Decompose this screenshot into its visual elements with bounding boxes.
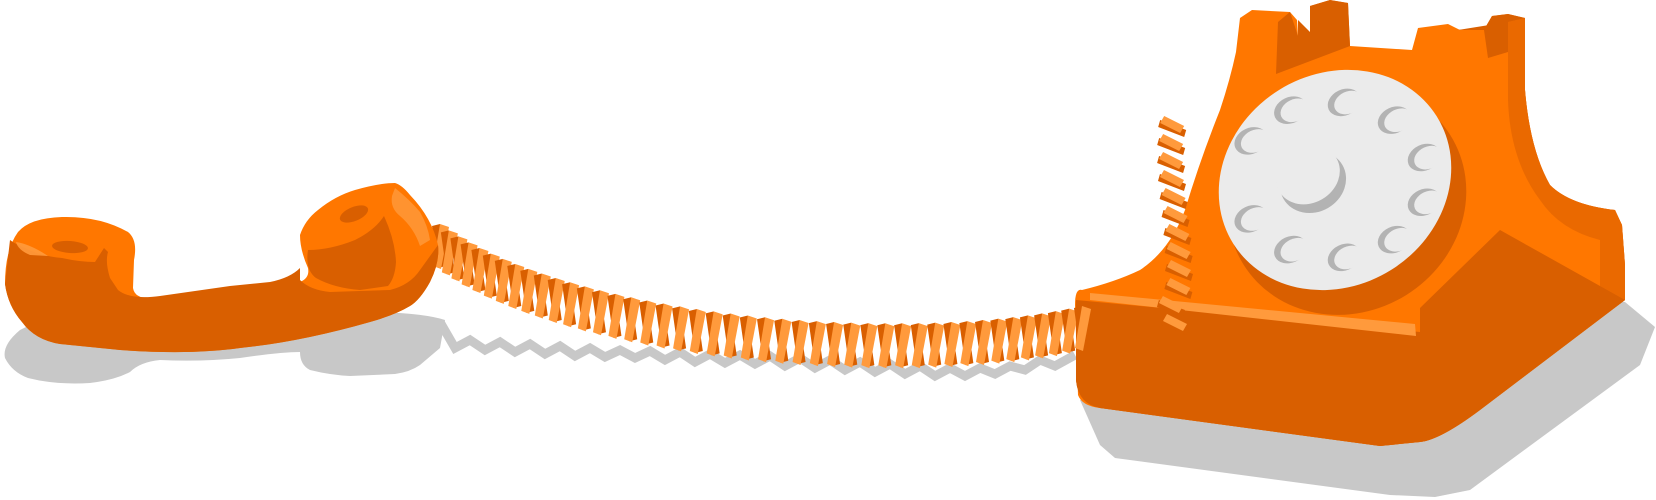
cord-coil <box>547 278 565 324</box>
cord-coil <box>591 290 609 336</box>
dial-center-cap <box>1276 145 1340 205</box>
cord-coil <box>1156 296 1185 317</box>
finger-hole <box>1327 243 1363 272</box>
cord-coil <box>808 321 826 367</box>
finger-hole <box>1327 88 1363 117</box>
finger-hole <box>1407 143 1443 172</box>
finger-hole <box>1377 106 1413 134</box>
cord-coil <box>1164 260 1193 281</box>
cord-coil <box>672 306 690 352</box>
handset-underside <box>5 240 439 353</box>
cord-coil <box>1163 224 1192 245</box>
cord-coil <box>722 313 740 359</box>
finger-hole <box>1407 188 1443 217</box>
dial-finger-holes <box>1234 88 1443 272</box>
cord-coil <box>927 322 945 368</box>
mouthpiece-cup-dark <box>307 216 396 290</box>
finger-hole <box>1274 235 1310 264</box>
cord-coil <box>520 268 538 314</box>
cord-coil <box>894 323 912 369</box>
cord-coil <box>1157 134 1186 155</box>
handset <box>5 183 439 353</box>
rotary-dial <box>1218 69 1467 315</box>
cord-coil <box>623 297 641 343</box>
cord-coil <box>910 323 928 369</box>
mouthpiece-hole <box>339 205 369 223</box>
cord-coil <box>774 318 792 364</box>
finger-hole <box>1274 96 1310 124</box>
coiled-cord <box>432 116 1193 369</box>
cord-coil <box>757 317 775 363</box>
cord-coil <box>1034 313 1052 359</box>
cord-coil <box>1161 314 1189 335</box>
cord-coil <box>877 323 895 369</box>
cord-coil <box>1074 306 1091 351</box>
cord-coil <box>655 303 673 349</box>
cord-coil <box>562 282 580 328</box>
earpiece-hole <box>52 240 88 254</box>
cradle-left-prong <box>1276 0 1350 74</box>
cord-coil <box>1164 278 1193 299</box>
base-side-contour <box>1508 18 1625 318</box>
cord-coil <box>494 258 512 304</box>
handset-highlight <box>391 188 430 246</box>
cord-coil <box>507 263 525 309</box>
earpiece-highlight <box>16 242 48 256</box>
cord-coil <box>1159 188 1188 209</box>
cord-coil <box>1047 311 1065 357</box>
cord-coil <box>1061 308 1079 354</box>
cord-shadow <box>436 319 1078 382</box>
finger-hole <box>1377 225 1413 254</box>
cord-coil <box>1019 315 1037 361</box>
cord-coil <box>739 315 757 361</box>
cord-coil <box>1157 170 1186 191</box>
cord-coil <box>990 318 1008 364</box>
cord-coil <box>943 321 961 367</box>
cord-coil <box>688 308 706 354</box>
cord-coil <box>1157 152 1186 173</box>
base-front-face <box>1076 230 1625 446</box>
cord-coil <box>975 320 993 366</box>
cord-coil <box>1158 116 1187 137</box>
cord-coil <box>639 300 657 346</box>
cord-coil <box>533 273 551 319</box>
cord-coil <box>1005 317 1023 363</box>
finger-hole <box>1234 127 1270 155</box>
cord-coil <box>576 286 594 332</box>
cord-coil <box>1161 206 1190 227</box>
cord-coil <box>705 311 723 357</box>
cord-coil <box>860 323 878 369</box>
cord-coil <box>843 322 861 368</box>
cord-coil <box>1164 242 1193 263</box>
cord-coil <box>826 321 844 367</box>
cord-coil <box>607 293 625 339</box>
cradle-right-prong <box>1458 14 1525 58</box>
finger-hole <box>1234 205 1270 233</box>
cord-coil <box>791 320 809 366</box>
cord-coil <box>959 321 977 367</box>
